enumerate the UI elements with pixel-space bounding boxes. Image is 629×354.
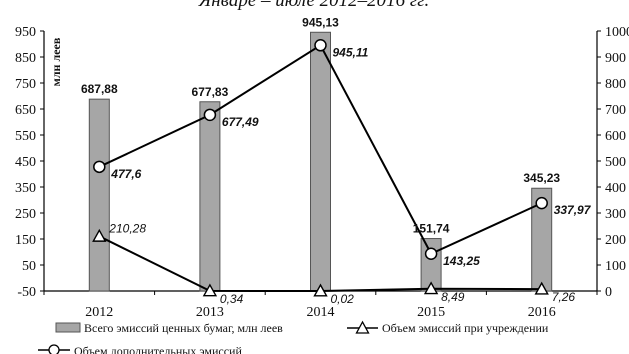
left-tick-label: -50 [17, 285, 36, 300]
bar-value-label: 687,88 [81, 82, 118, 96]
point-additional-emissions [424, 247, 438, 261]
point-additional-emissions [535, 196, 548, 210]
legend-label-circle: Объем дополнительных эмиссий [74, 344, 242, 354]
left-tick-label: 950 [15, 25, 36, 40]
x-tick-label: 2016 [528, 305, 556, 320]
point-additional-emissions [203, 108, 217, 122]
point-additional-emissions [314, 39, 327, 52]
bar [199, 101, 221, 292]
legend-swatch-bar [55, 322, 81, 333]
legend-label-bar: Всего эмиссий ценных бумаг, млн леев [84, 321, 283, 335]
left-tick-label: 650 [15, 103, 36, 118]
right-tick-label: 400 [605, 181, 626, 196]
founding-emissions-value-label: 0,02 [331, 292, 355, 306]
right-tick-label: 100 [605, 259, 626, 274]
point-founding-emissions [534, 281, 549, 295]
bar-value-label: 945,13 [302, 15, 339, 29]
x-tick-label: 2015 [417, 305, 445, 320]
right-tick-label: 600 [605, 129, 626, 144]
chart-title: Январе – июле 2012–2016 гг. [198, 0, 429, 11]
founding-emissions-value-label: 8,49 [441, 290, 465, 304]
founding-emissions-value-label: 210,28 [108, 221, 146, 235]
bar [310, 31, 331, 292]
x-tick-label: 2012 [85, 305, 113, 320]
bars [88, 31, 553, 292]
point-founding-emissions [313, 283, 328, 297]
legend-label-triangle: Объем эмиссий при учреждении [382, 321, 549, 335]
left-tick-label: 550 [15, 129, 36, 144]
right-tick-label: 200 [605, 233, 626, 248]
additional-emissions-value-label: 337,97 [554, 203, 592, 217]
point-additional-emissions [93, 160, 106, 174]
legend: Всего эмиссий ценных бумаг, млн леев Объ… [38, 320, 549, 354]
left-tick-label: 350 [15, 181, 36, 196]
additional-emissions-value-label: 143,25 [443, 254, 480, 268]
additional-emissions-value-label: 477,6 [110, 167, 141, 181]
x-tick-label: 2014 [307, 305, 335, 320]
right-tick-label: 300 [605, 207, 626, 222]
additional-emissions-value-label: 945,11 [333, 45, 369, 59]
x-tick-label: 2013 [196, 305, 224, 320]
point-founding-emissions [92, 228, 107, 242]
founding-emissions-value-label: 7,26 [552, 290, 576, 304]
data-labels: 687,88 677,83 945,13 151,74 345,23 477,6 677,4… [81, 15, 592, 306]
left-tick-label: 250 [15, 207, 36, 222]
founding-emissions-value-label: 0,34 [220, 292, 244, 306]
legend-marker-triangle [355, 320, 370, 334]
additional-emissions-value-label: 677,49 [222, 115, 259, 129]
bar-value-label: 151,74 [413, 222, 450, 236]
legend-marker-circle [48, 344, 60, 354]
left-tick-label: 50 [22, 259, 36, 274]
right-tick-label: 800 [605, 77, 626, 92]
y-axis-label: млн леев [49, 37, 63, 86]
right-tick-label: 700 [605, 103, 626, 118]
bar [88, 98, 110, 292]
right-tick-label: 0 [605, 285, 612, 300]
left-tick-label: 150 [15, 233, 36, 248]
left-tick-label: 450 [15, 155, 36, 170]
right-tick-label: 1000 [605, 25, 629, 40]
left-tick-label: 850 [15, 51, 36, 66]
bar-value-label: 345,23 [523, 171, 560, 185]
right-tick-label: 500 [605, 155, 626, 170]
right-tick-label: 900 [605, 51, 626, 66]
point-founding-emissions [423, 281, 439, 295]
left-tick-label: 750 [15, 77, 36, 92]
bar-value-label: 677,83 [192, 85, 229, 99]
axes: -50 50 150 250 350 450 550 650 750 850 950 0 100 200 3… [15, 25, 629, 320]
point-founding-emissions [202, 283, 218, 297]
series-lines [92, 39, 549, 297]
